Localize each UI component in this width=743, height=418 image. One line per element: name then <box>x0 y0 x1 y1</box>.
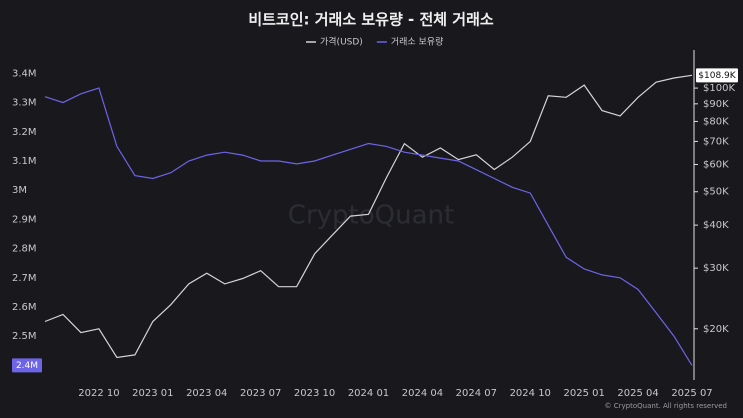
chart-title: 비트코인: 거래소 보유량 - 전체 거래소 <box>248 11 494 29</box>
x-tick-label: 2023 04 <box>186 388 227 399</box>
value-label-box <box>696 68 738 83</box>
y-tick-label: 3.1M <box>12 156 37 167</box>
x-tick-label: 2024 01 <box>348 388 389 399</box>
y2-tick-label: $80K <box>703 116 729 127</box>
y-tick-label: 2.6M <box>12 302 37 313</box>
y2-tick-label: $40K <box>703 220 729 231</box>
x-tick-label: 2025 01 <box>563 388 604 399</box>
x-tick-label: 2024 07 <box>456 388 497 399</box>
y2-tick-label: $30K <box>703 263 729 274</box>
y2-tick-label: $50K <box>703 187 729 198</box>
y-tick-label: 2.5M <box>12 331 37 342</box>
y-tick-label: 2.8M <box>12 244 37 255</box>
legend-label: 거래소 보유량 <box>391 36 444 48</box>
legend-label: 가격(USD) <box>320 36 363 48</box>
y2-tick-label: $90K <box>703 99 729 110</box>
x-tick-label: 2025 04 <box>617 388 658 399</box>
value-label-box <box>12 358 42 373</box>
y2-tick-label: $70K <box>703 136 729 147</box>
y-tick-label: 2.9M <box>12 214 37 225</box>
y-tick-label: 3M <box>12 185 27 196</box>
y-tick-label: 3.4M <box>12 68 37 79</box>
y2-tick-label: $20K <box>703 324 729 335</box>
x-tick-label: 2023 07 <box>240 388 281 399</box>
x-tick-label: 2024 04 <box>402 388 443 399</box>
footer: © CryptoQuant. All rights reserved <box>605 402 727 410</box>
y2-tick-label: $60K <box>703 159 729 170</box>
x-tick-label: 2025 07 <box>671 388 712 399</box>
value-label: 2.4M <box>16 361 38 371</box>
series-line <box>44 74 693 359</box>
y-tick-label: 3.3M <box>12 98 37 109</box>
x-tick-label: 2022 10 <box>78 388 119 399</box>
y-tick-label: 2.7M <box>12 273 37 284</box>
value-label: $108.9K <box>698 71 736 81</box>
y2-tick-label: $100K <box>703 83 735 94</box>
series-line <box>44 87 693 366</box>
x-tick-label: 2023 01 <box>132 388 173 399</box>
watermark: CryptoQuant <box>288 201 454 231</box>
x-tick-label: 2023 10 <box>294 388 335 399</box>
y-tick-label: 3.2M <box>12 127 37 138</box>
x-tick-label: 2024 10 <box>510 388 551 399</box>
